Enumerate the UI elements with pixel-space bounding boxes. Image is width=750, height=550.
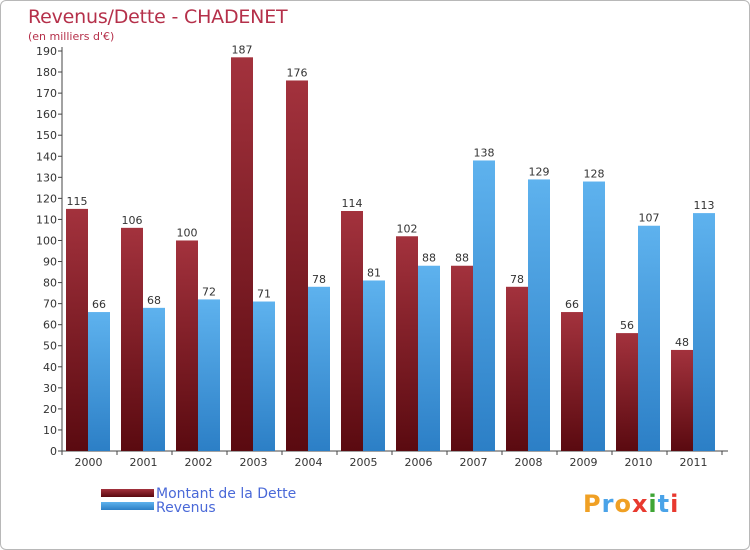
proxiti-logo: Proxiti [583, 490, 679, 518]
data-label: 187 [232, 43, 253, 56]
bar-revenus [638, 225, 660, 451]
bar-dette [396, 236, 418, 451]
y-tick-label: 0 [50, 445, 57, 458]
data-label: 66 [565, 298, 579, 311]
data-label: 138 [474, 146, 495, 159]
data-label: 115 [67, 195, 88, 208]
y-tick-label: 100 [36, 234, 57, 247]
y-tick-label: 160 [36, 108, 57, 121]
logo-letter: t [657, 490, 671, 518]
y-tick-label: 80 [43, 277, 57, 290]
bar-revenus [693, 213, 715, 451]
bar-dette [66, 208, 88, 451]
y-tick-label: 40 [43, 361, 57, 374]
y-tick-label: 90 [43, 256, 57, 269]
y-tick-label: 150 [36, 129, 57, 142]
bar-revenus [198, 299, 220, 451]
data-label: 71 [257, 288, 271, 301]
logo-letter: o [614, 490, 632, 518]
bar-dette [176, 240, 198, 451]
x-tick-label: 2009 [570, 456, 598, 469]
bar-dette [231, 57, 253, 451]
y-tick-label: 130 [36, 171, 57, 184]
bar-revenus [308, 286, 330, 451]
data-label: 66 [92, 298, 106, 311]
legend-swatch-dette [101, 489, 154, 497]
bar-revenus [253, 301, 275, 451]
bar-dette [451, 265, 473, 451]
data-label: 102 [397, 222, 418, 235]
data-label: 88 [455, 252, 469, 265]
data-label: 81 [367, 266, 381, 279]
legend-swatch-revenus [101, 502, 154, 510]
bar-revenus [88, 312, 110, 451]
x-tick-label: 2007 [460, 456, 488, 469]
bar-revenus [418, 265, 440, 451]
data-label: 128 [584, 168, 605, 181]
data-label: 48 [675, 336, 689, 349]
bar-dette [121, 227, 143, 451]
bar-dette [506, 286, 528, 451]
chart-title: Revenus/Dette - CHADENET [28, 6, 288, 28]
x-tick-label: 2005 [350, 456, 378, 469]
y-tick-label: 70 [43, 298, 57, 311]
logo-letter: P [583, 490, 602, 518]
y-tick-label: 10 [43, 424, 57, 437]
x-tick-label: 2002 [185, 456, 213, 469]
bar-revenus [473, 160, 495, 451]
data-label: 113 [694, 199, 715, 212]
y-tick-label: 140 [36, 150, 57, 163]
y-tick-label: 110 [36, 213, 57, 226]
bar-dette [616, 333, 638, 451]
data-label: 68 [147, 294, 161, 307]
x-tick-label: 2000 [75, 456, 103, 469]
data-label: 56 [620, 319, 634, 332]
data-label: 72 [202, 285, 216, 298]
y-tick-label: 50 [43, 340, 57, 353]
y-tick-label: 170 [36, 87, 57, 100]
data-label: 129 [529, 165, 550, 178]
data-label: 114 [342, 197, 363, 210]
data-labels: 115 66 106 68 100 72 187 71 176 78 114 81 102 88 88 138… [67, 43, 715, 349]
logo-letter: i [670, 490, 680, 518]
bar-revenus [363, 280, 385, 451]
data-label: 107 [639, 212, 660, 225]
bar-revenus [528, 179, 550, 451]
y-tick-label: 60 [43, 319, 57, 332]
bar-dette [341, 211, 363, 451]
data-label: 176 [287, 66, 308, 79]
x-tick-label: 2008 [515, 456, 543, 469]
bar-dette [286, 80, 308, 451]
logo-letter: i [648, 490, 658, 518]
bar-dette [561, 312, 583, 451]
bar-dette [671, 349, 693, 451]
data-label: 106 [122, 214, 143, 227]
x-tick-label: 2004 [295, 456, 323, 469]
chart-subtitle: (en milliers d'€) [28, 30, 115, 43]
data-label: 78 [312, 273, 326, 286]
x-tick-label: 2010 [625, 456, 653, 469]
y-tick-label: 30 [43, 382, 57, 395]
bars [66, 57, 715, 452]
x-tick-label: 2011 [680, 456, 708, 469]
logo-letter: x [631, 490, 649, 518]
data-label: 78 [510, 273, 524, 286]
y-tick-label: 20 [43, 403, 57, 416]
x-tick-label: 2003 [240, 456, 268, 469]
data-label: 88 [422, 252, 436, 265]
x-tick-label: 2006 [405, 456, 433, 469]
bar-revenus [583, 181, 605, 452]
legend-label-revenus: Revenus [156, 500, 216, 516]
y-tick-label: 190 [36, 45, 57, 58]
y-tick-label: 120 [36, 192, 57, 205]
data-label: 100 [177, 226, 198, 239]
bar-revenus [143, 307, 165, 451]
x-tick-label: 2001 [130, 456, 158, 469]
logo-letter: r [601, 490, 615, 518]
legend-label-dette: Montant de la Dette [156, 486, 297, 502]
y-tick-label: 180 [36, 66, 57, 79]
